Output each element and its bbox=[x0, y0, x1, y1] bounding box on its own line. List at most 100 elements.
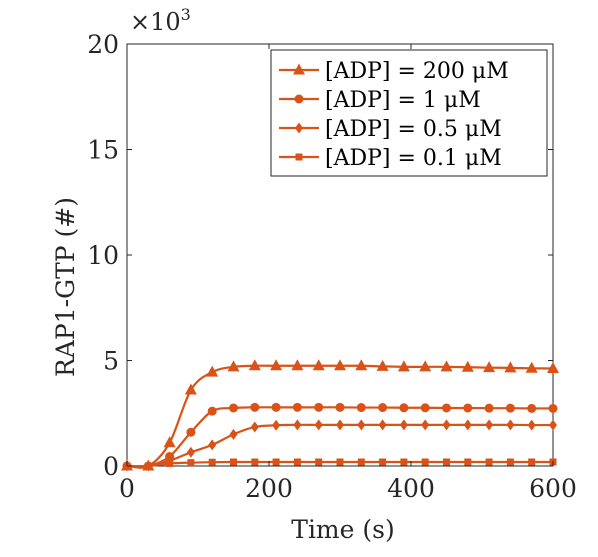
data-point bbox=[357, 458, 365, 466]
data-point bbox=[528, 458, 536, 466]
data-point bbox=[312, 359, 325, 371]
data-point bbox=[463, 419, 472, 431]
data-point bbox=[251, 458, 259, 466]
series-square bbox=[123, 458, 557, 470]
data-point bbox=[399, 403, 409, 413]
y-axis-label: RAP1-GTP (#) bbox=[51, 197, 80, 377]
data-point bbox=[336, 458, 344, 466]
data-point bbox=[315, 458, 323, 466]
data-point bbox=[186, 427, 196, 437]
data-point bbox=[527, 403, 537, 413]
legend-marker bbox=[295, 153, 303, 161]
data-point bbox=[355, 359, 368, 371]
data-point bbox=[271, 402, 281, 412]
data-point bbox=[357, 419, 366, 431]
data-point bbox=[207, 406, 217, 416]
data-point bbox=[272, 458, 280, 466]
y-tick-label: 20 bbox=[87, 30, 119, 59]
data-point bbox=[272, 419, 281, 431]
data-point bbox=[400, 458, 408, 466]
data-point bbox=[421, 419, 430, 431]
legend-label: [ADP] = 200 μM bbox=[325, 59, 509, 84]
y-tick-label: 5 bbox=[103, 347, 119, 376]
legend-label: [ADP] = 1 μM bbox=[325, 88, 481, 113]
data-point bbox=[248, 359, 261, 371]
legend-marker bbox=[295, 122, 303, 134]
series-diamond bbox=[123, 419, 557, 472]
data-point bbox=[461, 360, 474, 372]
x-tick-label: 200 bbox=[245, 474, 293, 503]
data-point bbox=[230, 458, 237, 466]
data-point bbox=[525, 361, 538, 373]
data-point bbox=[208, 458, 216, 466]
data-point bbox=[208, 439, 217, 451]
data-point bbox=[419, 360, 432, 372]
data-point bbox=[335, 402, 345, 412]
data-point bbox=[548, 403, 558, 413]
legend-label: [ADP] = 0.5 μM bbox=[325, 117, 502, 142]
data-point bbox=[336, 419, 344, 431]
data-point bbox=[421, 458, 429, 466]
data-point bbox=[314, 402, 324, 412]
data-point bbox=[464, 458, 472, 466]
data-point bbox=[443, 458, 450, 466]
data-point bbox=[505, 403, 515, 413]
data-point bbox=[506, 458, 514, 466]
x-tick-label: 0 bbox=[119, 474, 135, 503]
data-point bbox=[314, 419, 323, 431]
data-point bbox=[356, 403, 366, 413]
data-point bbox=[378, 419, 387, 431]
data-point bbox=[293, 419, 302, 431]
data-point bbox=[376, 359, 389, 371]
ticks-layer: 0 200 400 600 0 5 10 15 20 bbox=[87, 30, 577, 503]
data-point bbox=[144, 462, 152, 470]
series-circle bbox=[122, 402, 558, 471]
y-multiplier-label: ×103 bbox=[130, 5, 191, 36]
data-point bbox=[292, 402, 302, 412]
data-point bbox=[442, 403, 451, 413]
data-point bbox=[379, 458, 387, 466]
data-point bbox=[184, 383, 197, 395]
data-point bbox=[485, 458, 493, 466]
data-point bbox=[506, 419, 515, 431]
data-point bbox=[420, 403, 430, 413]
legend-marker bbox=[293, 63, 305, 75]
series-triangle bbox=[121, 359, 559, 471]
x-tick-label: 600 bbox=[529, 474, 577, 503]
y-tick-label: 0 bbox=[103, 452, 119, 481]
data-point bbox=[250, 421, 259, 433]
data-point bbox=[206, 365, 219, 377]
data-point bbox=[250, 402, 260, 412]
data-point bbox=[440, 360, 453, 372]
data-point bbox=[485, 419, 494, 431]
data-point bbox=[484, 403, 494, 413]
data-point bbox=[293, 458, 301, 466]
legend-marker bbox=[294, 94, 304, 104]
x-axis-label: Time (s) bbox=[291, 515, 394, 544]
x-tick-label: 400 bbox=[387, 474, 435, 503]
data-point bbox=[504, 361, 517, 373]
data-point bbox=[547, 362, 559, 374]
data-point bbox=[227, 360, 240, 372]
data-point bbox=[399, 419, 408, 431]
data-point bbox=[483, 361, 496, 373]
data-point bbox=[163, 436, 176, 448]
data-point bbox=[463, 403, 473, 413]
data-point bbox=[397, 360, 410, 372]
data-point bbox=[229, 403, 238, 413]
data-point bbox=[334, 359, 346, 371]
series-layer bbox=[121, 359, 559, 472]
data-point bbox=[186, 446, 195, 458]
data-point bbox=[378, 403, 388, 413]
data-point bbox=[527, 419, 536, 431]
data-point bbox=[187, 459, 195, 467]
data-point bbox=[166, 459, 174, 467]
y-tick-label: 15 bbox=[87, 136, 119, 165]
data-point bbox=[291, 359, 304, 371]
y-tick-label: 10 bbox=[87, 241, 119, 270]
legend: [ADP] = 200 μM [ADP] = 1 μM [ADP] = 0.5 μM… bbox=[270, 49, 548, 177]
data-point bbox=[442, 419, 451, 431]
y-multiplier-exponent: 3 bbox=[181, 5, 191, 24]
legend-label: [ADP] = 0.1 μM bbox=[325, 146, 502, 171]
